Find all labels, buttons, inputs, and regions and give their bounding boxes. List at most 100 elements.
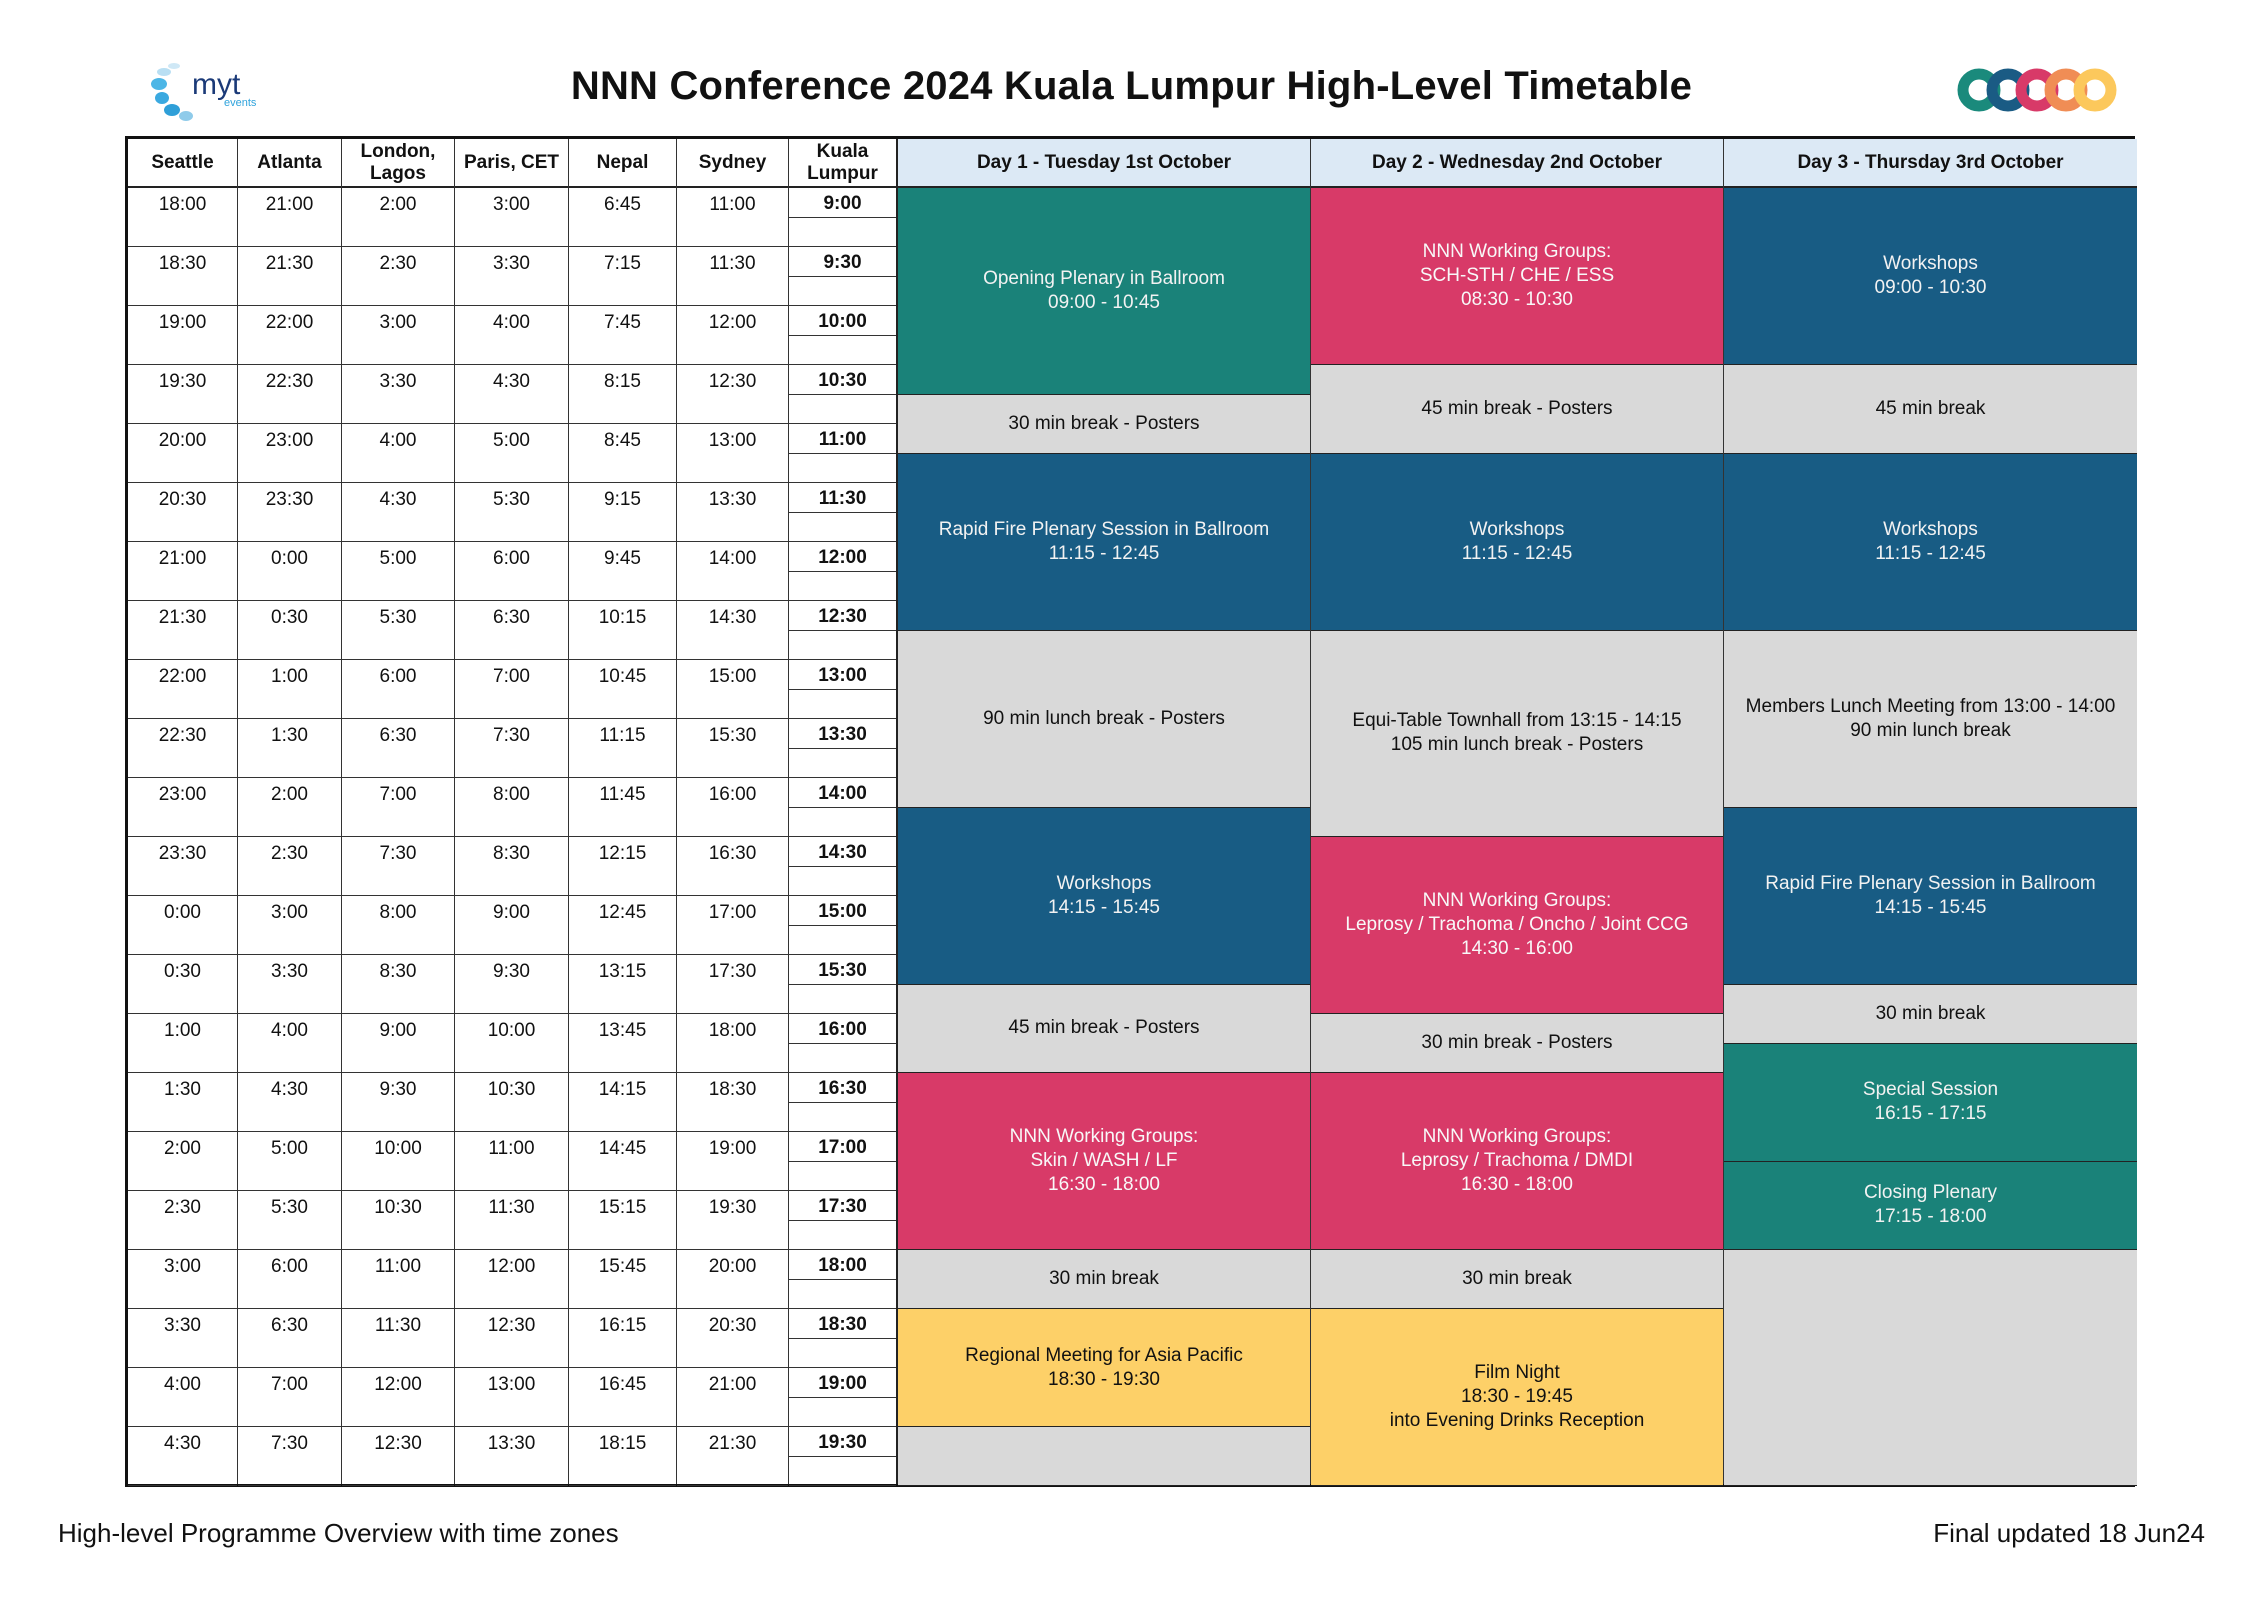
time-cell: 19:30 <box>128 365 237 424</box>
break-block[interactable]: 30 min break <box>898 1250 1310 1309</box>
event-title: 45 min break - Posters <box>1008 1017 1200 1039</box>
time-cell: 12:00 <box>342 1368 454 1427</box>
session-block[interactable]: Closing Plenary 17:15 - 18:00 <box>1724 1161 2137 1250</box>
time-cell: 9:00 <box>455 896 568 955</box>
event-title: Workshops <box>1883 253 1978 274</box>
kl-quarter-slot <box>789 1280 896 1309</box>
timezone-column-nepal: Nepal 6:45 7:15 7:45 8:15 8:45 9:15 9:45 10:15 10… <box>569 139 677 1486</box>
time-cell: 11:30 <box>455 1191 568 1250</box>
session-block[interactable]: Workshops 14:15 - 15:45 <box>898 807 1310 985</box>
event-title: Opening Plenary in Ballroom <box>983 267 1225 289</box>
time-cell: 8:30 <box>342 955 454 1014</box>
session-block[interactable]: Special Session 16:15 - 17:15 <box>1724 1043 2137 1162</box>
time-cell: 18:00 <box>128 188 237 247</box>
session-block[interactable]: Rapid Fire Plenary Session in Ballroom 11… <box>898 453 1310 631</box>
event-detail: 09:00 - 10:30 <box>1874 277 1987 298</box>
kl-time-cell: 12:00 <box>789 542 896 572</box>
kl-time-cell: 10:30 <box>789 365 896 395</box>
break-block[interactable] <box>898 1427 1310 1486</box>
session-block[interactable]: NNN Working Groups: Skin / WASH / LF 16:30… <box>898 1073 1310 1250</box>
day-column-3: Day 3 - Thursday 3rd October Workshops 09:… <box>1724 139 2137 1486</box>
time-cell: 4:30 <box>128 1427 237 1486</box>
time-cell: 21:00 <box>128 542 237 601</box>
kl-quarter-slot <box>789 867 896 896</box>
kl-quarter-slot <box>789 1339 896 1368</box>
five-rings-logo <box>1955 66 2120 114</box>
kl-quarter-slot <box>789 395 896 424</box>
event-detail: 16:30 - 18:00 <box>1461 1174 1573 1195</box>
kl-time-cell: 14:00 <box>789 778 896 808</box>
break-block[interactable]: Equi-Table Townhall from 13:15 - 14:15 10… <box>1311 630 1723 837</box>
session-block[interactable]: NNN Working Groups: Leprosy / Trachoma / … <box>1311 1073 1723 1250</box>
time-cell: 13:30 <box>455 1427 568 1486</box>
time-cell: 18:30 <box>677 1073 788 1132</box>
time-cell: 8:45 <box>569 424 676 483</box>
event-title: 30 min break - Posters <box>1421 1032 1613 1053</box>
break-block[interactable]: 30 min break - Posters <box>898 394 1310 454</box>
kl-quarter-slot <box>789 1103 896 1132</box>
time-cell: 5:00 <box>455 424 568 483</box>
kl-quarter-slot <box>789 277 896 306</box>
event-title: Film Night <box>1474 1362 1560 1383</box>
time-cell: 3:30 <box>455 247 568 306</box>
time-cell: 2:00 <box>238 778 341 837</box>
break-block[interactable]: 30 min break - Posters <box>1311 1014 1723 1073</box>
day-column-2: Day 2 - Wednesday 2nd October NNN Working… <box>1311 139 1724 1486</box>
break-block[interactable]: 90 min lunch break - Posters <box>898 630 1310 808</box>
time-cell: 12:00 <box>677 306 788 365</box>
time-cell: 2:00 <box>342 188 454 247</box>
session-block[interactable]: Workshops 11:15 - 12:45 <box>1724 453 2137 631</box>
time-cell: 17:30 <box>677 955 788 1014</box>
session-block[interactable]: Workshops 11:15 - 12:45 <box>1311 453 1723 631</box>
event-detail: 16:30 - 18:00 <box>1048 1174 1160 1195</box>
session-block[interactable]: NNN Working Groups: Leprosy / Trachoma / … <box>1311 837 1723 1014</box>
break-block[interactable] <box>1724 1250 2137 1486</box>
time-cell: 23:30 <box>128 837 237 896</box>
time-cell: 1:00 <box>238 660 341 719</box>
kl-quarter-slot <box>789 513 896 542</box>
event-detail: 14:30 - 16:00 <box>1461 938 1573 959</box>
break-block[interactable]: 45 min break - Posters <box>898 984 1310 1073</box>
kl-quarter-slot <box>789 336 896 365</box>
time-cell: 21:00 <box>238 188 341 247</box>
time-cell: 11:00 <box>677 188 788 247</box>
time-cell: 7:30 <box>455 719 568 778</box>
kl-time-cell: 19:00 <box>789 1368 896 1398</box>
session-block[interactable]: Rapid Fire Plenary Session in Ballroom 14… <box>1724 807 2137 985</box>
session-block[interactable]: NNN Working Groups: SCH-STH / CHE / ESS 08… <box>1311 188 1723 365</box>
time-cell: 12:30 <box>455 1309 568 1368</box>
event-title: Workshops <box>1056 872 1152 894</box>
time-cell: 6:30 <box>238 1309 341 1368</box>
session-block[interactable]: Film Night 18:30 - 19:45 into Evening Drin… <box>1311 1309 1723 1486</box>
time-cell: 20:00 <box>677 1250 788 1309</box>
time-cell: 5:00 <box>342 542 454 601</box>
session-block[interactable]: Workshops 09:00 - 10:30 <box>1724 188 2137 365</box>
column-header-london-lagos: London, Lagos <box>342 139 454 188</box>
day-column-1: Day 1 - Tuesday 1st October Opening Plena… <box>898 139 1311 1486</box>
break-block[interactable]: 45 min break - Posters <box>1311 365 1723 454</box>
kl-time-cell: 19:30 <box>789 1427 896 1457</box>
break-block[interactable]: 30 min break <box>1724 984 2137 1044</box>
time-cell: 3:30 <box>342 365 454 424</box>
time-cell: 9:00 <box>342 1014 454 1073</box>
kl-time-cell: 9:00 <box>789 188 896 218</box>
break-block[interactable]: 45 min break <box>1724 365 2137 454</box>
timezone-column-kuala-lumpur: Kuala Lumpur 9:00 9:30 10:00 10:30 11:00 11:30… <box>789 139 898 1486</box>
time-cell: 20:30 <box>677 1309 788 1368</box>
time-cell: 14:15 <box>569 1073 676 1132</box>
kl-time-cell: 15:30 <box>789 955 896 985</box>
time-cell: 5:30 <box>238 1191 341 1250</box>
time-cell: 16:15 <box>569 1309 676 1368</box>
time-cell: 8:15 <box>569 365 676 424</box>
event-detail: 09:00 - 10:45 <box>1048 291 1160 313</box>
event-title: Rapid Fire Plenary Session in Ballroom <box>938 518 1270 540</box>
time-cell: 2:00 <box>128 1132 237 1191</box>
time-cell: 7:30 <box>238 1427 341 1486</box>
time-cell: 19:30 <box>677 1191 788 1250</box>
event-detail: 105 min lunch break - Posters <box>1390 734 1644 756</box>
kl-quarter-slot <box>789 926 896 955</box>
break-block[interactable]: Members Lunch Meeting from 13:00 - 14:00… <box>1724 630 2137 808</box>
session-block[interactable]: Regional Meeting for Asia Pacific 18:30 -… <box>898 1309 1310 1427</box>
session-block[interactable]: Opening Plenary in Ballroom 09:00 - 10:45 <box>898 188 1310 395</box>
break-block[interactable]: 30 min break <box>1311 1250 1723 1309</box>
